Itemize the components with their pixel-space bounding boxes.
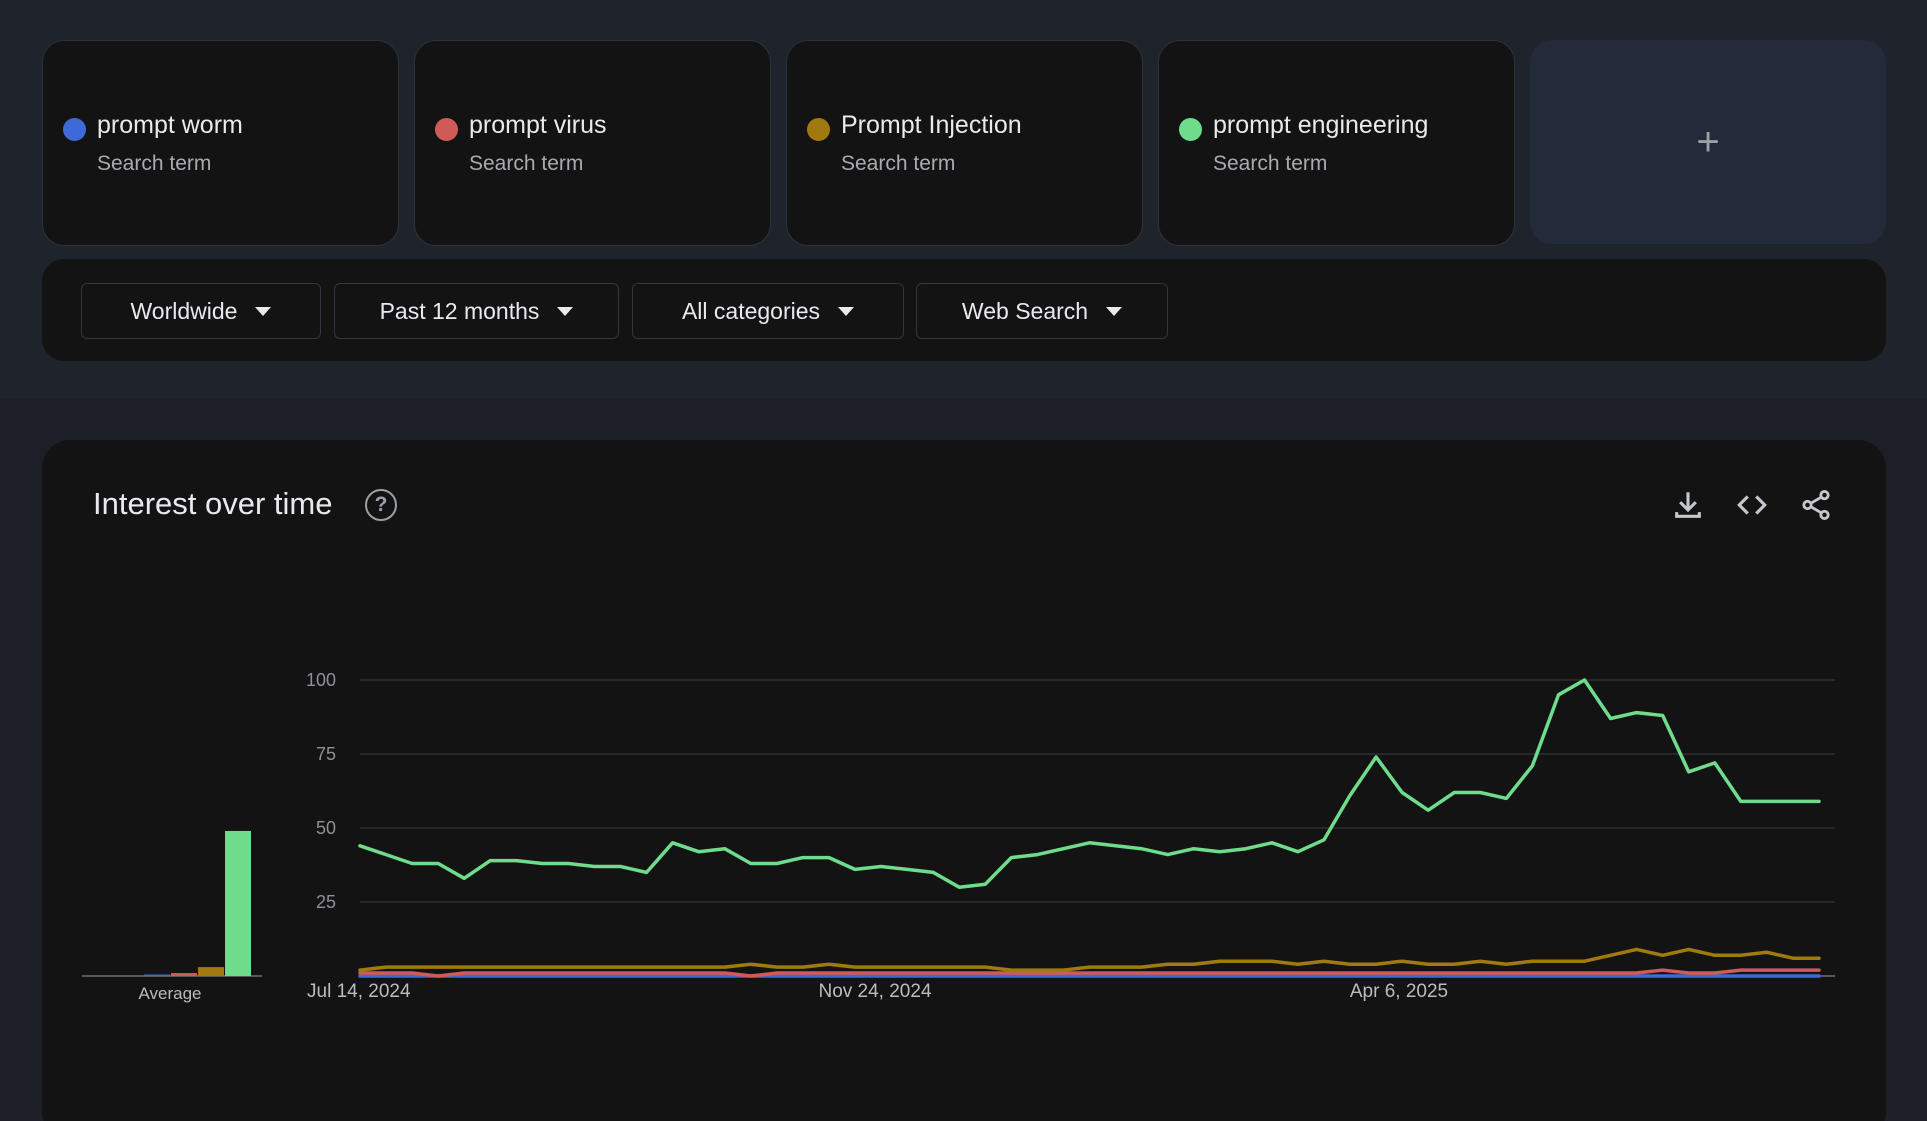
region-value: Worldwide	[130, 297, 238, 324]
term-subtitle: Search term	[841, 152, 956, 175]
share-icon[interactable]	[1799, 488, 1833, 522]
average-label: Average	[138, 984, 201, 1003]
interest-over-time-panel: Interest over time ? 100 75 50 25 Jul 14, 20…	[42, 440, 1886, 1121]
term-subtitle: Search term	[469, 152, 584, 175]
series-line-prompt-virus	[358, 968, 1821, 978]
y-tick-label: 75	[316, 744, 336, 764]
panel-title: Interest over time	[93, 486, 333, 521]
x-tick-label: Apr 6, 2025	[1350, 981, 1448, 1002]
code-icon[interactable]	[1735, 488, 1769, 522]
help-circle-icon[interactable]: ?	[365, 489, 397, 521]
search-type-value: Web Search	[961, 297, 1089, 324]
time-range-value: Past 12 months	[379, 297, 540, 324]
plus-icon: +	[1696, 119, 1720, 164]
term-color-dot	[63, 118, 86, 141]
caret-down-icon	[255, 306, 272, 316]
term-card-prompt-worm[interactable]: prompt worm Search term	[42, 40, 399, 246]
term-card-prompt-virus[interactable]: prompt virus Search term	[414, 40, 771, 246]
average-bar-prompt-injection	[198, 967, 224, 976]
term-color-dot	[1179, 118, 1202, 141]
download-icon[interactable]	[1671, 488, 1705, 522]
term-color-dot	[435, 118, 458, 141]
term-name[interactable]: prompt engineering	[1213, 111, 1429, 139]
search-type-dropdown[interactable]: Web Search	[916, 283, 1168, 339]
interest-chart: 100 75 50 25 Jul 14, 2024 Nov 24, 2024 Apr 6, …	[82, 670, 1835, 1003]
caret-down-icon	[838, 306, 855, 316]
average-bar-prompt-virus	[171, 973, 197, 976]
average-bar-prompt-worm	[144, 974, 170, 976]
add-comparison-button[interactable]: +	[1530, 40, 1886, 244]
x-tick-label: Jul 14, 2024	[307, 981, 411, 1002]
term-name[interactable]: prompt worm	[97, 111, 243, 139]
x-tick-label: Nov 24, 2024	[818, 981, 931, 1002]
category-value: All categories	[681, 297, 821, 324]
region-dropdown[interactable]: Worldwide	[81, 283, 321, 339]
term-name[interactable]: Prompt Injection	[841, 111, 1022, 139]
time-range-dropdown[interactable]: Past 12 months	[334, 283, 619, 339]
filter-bar: Worldwide Past 12 months All categories …	[42, 259, 1886, 361]
term-card-prompt-injection[interactable]: Prompt Injection Search term	[786, 40, 1143, 246]
term-card-prompt-engineering[interactable]: prompt engineering Search term	[1158, 40, 1515, 246]
y-tick-label: 100	[306, 670, 336, 690]
term-subtitle: Search term	[1213, 152, 1328, 175]
series-line-prompt-injection	[358, 947, 1821, 972]
category-dropdown[interactable]: All categories	[632, 283, 904, 339]
y-tick-label: 50	[316, 818, 336, 838]
term-color-dot	[807, 118, 830, 141]
term-name[interactable]: prompt virus	[469, 111, 607, 139]
y-tick-label: 25	[316, 892, 336, 912]
caret-down-icon	[557, 306, 574, 316]
series-line-prompt-engineering	[358, 678, 1821, 889]
caret-down-icon	[1106, 306, 1123, 316]
average-bar-prompt-engineering	[225, 830, 251, 976]
term-subtitle: Search term	[97, 152, 212, 175]
